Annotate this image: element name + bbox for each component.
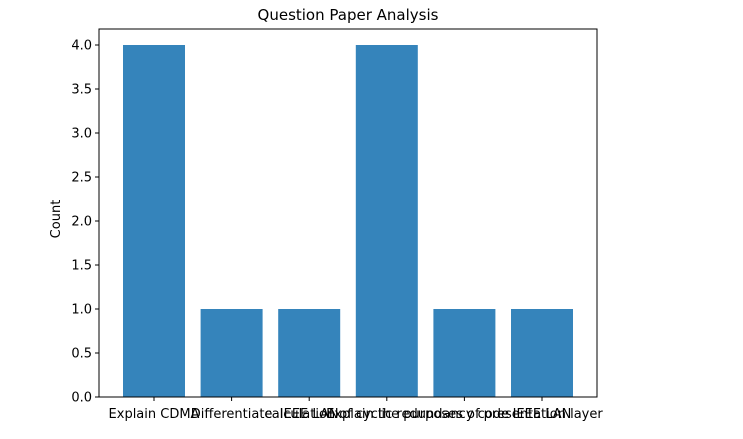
y-tick-label-8: 4.0 xyxy=(71,39,92,54)
y-tick-label-4: 2.0 xyxy=(71,215,92,230)
y-tick-label-1: 0.5 xyxy=(71,347,92,362)
chart-title: Question Paper Analysis xyxy=(258,6,439,24)
bar-4 xyxy=(355,45,418,397)
x-tick-label-6: IEEE LAN xyxy=(513,407,572,422)
x-tick-label-5: Explain the purposes of presentation lay… xyxy=(326,407,603,422)
y-tick-label-0: 0.0 xyxy=(71,391,92,406)
y-tick-label-3: 1.5 xyxy=(71,259,92,274)
bar-1 xyxy=(123,45,185,397)
bars-layer xyxy=(123,45,573,397)
y-tick-label-2: 1.0 xyxy=(71,303,92,318)
bar-3 xyxy=(278,309,341,397)
plot-frame xyxy=(98,28,598,398)
y-tick-label-5: 2.5 xyxy=(71,171,92,186)
x-tick-label-1: Explain CDMA xyxy=(109,407,200,422)
y-tick-label-6: 3.0 xyxy=(71,127,92,142)
bar-5 xyxy=(433,309,496,397)
y-tick-label-7: 3.5 xyxy=(71,83,92,98)
x-tick-label-3: IEEE LAN xyxy=(280,407,339,422)
y-axis-label: Count xyxy=(49,200,64,239)
y-ticks-layer: 0.0 0.5 1.0 1.5 2.0 2.5 3.0 3.5 4.0 xyxy=(71,39,99,406)
bar-6 xyxy=(511,309,573,397)
x-tick-label-2: Differentiate xyxy=(191,407,273,422)
bar-2 xyxy=(200,309,263,397)
x-tick-label-4: calculation of cyclic redundancy code xyxy=(265,407,509,422)
